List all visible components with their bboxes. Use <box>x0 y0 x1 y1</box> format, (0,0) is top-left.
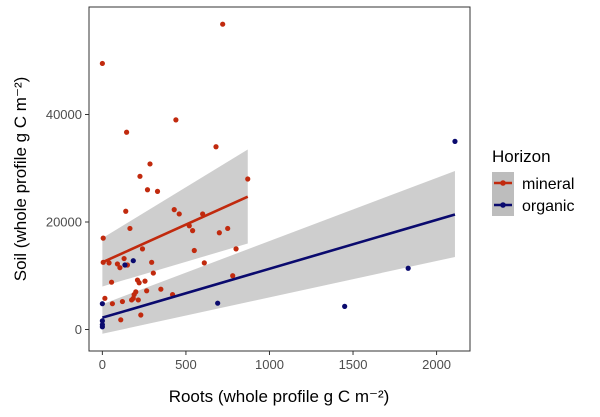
legend-item-organic: organic <box>492 194 574 216</box>
y-tick-label: 20000 <box>46 215 82 230</box>
point-mineral <box>127 225 133 232</box>
y-axis-title: Soil (whole profile g C m⁻²) <box>11 77 30 282</box>
x-tick-label: 500 <box>175 357 197 372</box>
x-tick-label: 1000 <box>255 357 284 372</box>
x-tick-label: 1500 <box>339 357 368 372</box>
point-mineral <box>216 230 222 236</box>
point-organic <box>99 301 105 307</box>
point-mineral <box>149 259 155 265</box>
point-organic <box>99 324 105 330</box>
x-axis-title: Roots (whole profile g C m⁻²) <box>169 387 390 406</box>
point-mineral <box>225 225 231 232</box>
ci-ribbon-mineral <box>102 149 248 287</box>
point-mineral <box>201 260 207 266</box>
point-mineral <box>191 247 197 254</box>
point-mineral <box>137 173 143 179</box>
point-mineral <box>220 21 226 27</box>
point-mineral <box>136 280 142 286</box>
point-organic <box>122 262 128 268</box>
point-mineral <box>230 273 236 279</box>
legend-label-organic: organic <box>522 198 574 215</box>
y-axis-ticks: 0 20000 40000 <box>46 107 89 337</box>
point-mineral <box>118 317 124 323</box>
plot-panel-border <box>88 6 471 352</box>
point-mineral <box>121 255 127 262</box>
point-mineral <box>190 228 196 234</box>
legend-label-mineral: mineral <box>522 176 574 193</box>
point-mineral <box>100 235 106 241</box>
point-organic <box>99 318 105 324</box>
point-mineral <box>108 279 115 285</box>
trend-lines <box>101 195 456 319</box>
point-mineral <box>114 261 121 267</box>
y-tick-label: 0 <box>75 322 82 337</box>
point-mineral <box>138 312 144 318</box>
point-mineral <box>213 144 219 150</box>
point-mineral <box>117 265 123 271</box>
point-mineral <box>123 208 129 214</box>
point-mineral <box>123 129 130 135</box>
point-mineral <box>102 295 108 301</box>
point-mineral <box>135 297 141 303</box>
legend-key-point <box>500 202 506 208</box>
confidence-ribbons <box>102 149 455 334</box>
point-mineral <box>147 161 153 167</box>
point-mineral <box>139 246 146 252</box>
point-mineral <box>133 289 139 295</box>
data-points <box>99 21 458 330</box>
point-mineral <box>142 278 148 284</box>
point-mineral <box>144 187 151 193</box>
point-mineral <box>245 176 251 182</box>
point-organic <box>215 300 221 306</box>
point-mineral <box>233 246 239 252</box>
point-mineral <box>154 188 161 194</box>
point-mineral <box>150 270 156 276</box>
point-organic <box>452 138 458 144</box>
point-mineral <box>158 286 164 292</box>
x-tick-label: 0 <box>99 357 106 372</box>
legend: Horizon mineral organic <box>492 147 574 216</box>
y-tick-label: 40000 <box>46 107 82 122</box>
point-organic <box>342 303 348 309</box>
legend-title: Horizon <box>492 147 551 166</box>
point-mineral <box>176 211 182 217</box>
point-mineral <box>173 117 179 123</box>
point-mineral <box>99 60 105 67</box>
x-axis-ticks: 0 500 1000 1500 2000 <box>99 351 451 372</box>
legend-item-mineral: mineral <box>492 172 574 194</box>
legend-key-point <box>500 180 506 186</box>
point-organic <box>130 258 136 264</box>
point-mineral <box>144 288 150 294</box>
trend-line-organic <box>102 213 456 319</box>
point-mineral <box>119 298 126 305</box>
point-mineral <box>106 260 112 266</box>
point-organic <box>405 265 411 271</box>
trend-line-mineral <box>101 195 249 264</box>
point-mineral <box>109 301 115 307</box>
point-mineral <box>171 207 177 213</box>
x-tick-label: 2000 <box>422 357 451 372</box>
